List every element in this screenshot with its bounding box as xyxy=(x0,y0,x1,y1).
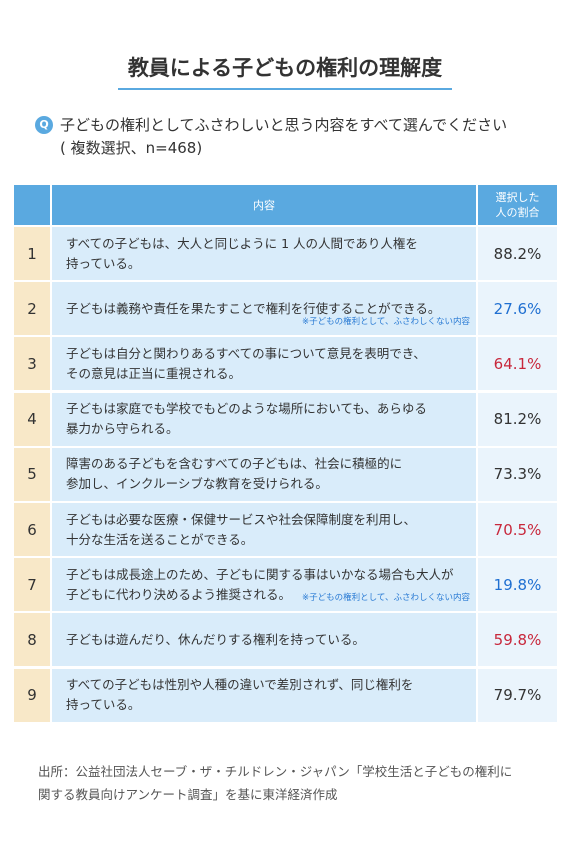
row-text-line: 持っている。 xyxy=(66,255,141,271)
row-number: 4 xyxy=(14,392,50,446)
row-text-line: その意見は正当に重視される。 xyxy=(66,365,242,381)
row-text-line: 子どもに代わり決めるよう推奨される。 xyxy=(66,586,292,602)
row-text-line: 子どもは家庭でも学校でもどのような場所においても、あらゆる xyxy=(66,401,427,417)
row-value: 88.2% xyxy=(478,227,557,280)
row-text: 子どもは遊んだり、休んだりする権利を持っている。 xyxy=(66,630,365,650)
row-text: 子どもは成長途上のため、子どもに関する事はいかなる場合も大人が 子どもに代わり決め… xyxy=(66,565,454,605)
row-text: 子どもは自分と関わりあるすべての事について意見を表明でき、 その意見は正当に重視さ… xyxy=(66,344,426,384)
header-cell xyxy=(14,185,50,225)
row-text: 子どもは家庭でも学校でもどのような場所においても、あらゆる 暴力から守られる。 xyxy=(66,399,427,439)
row-number: 6 xyxy=(14,503,50,556)
row-text: すべての子どもは、大人と同じように 1 人の人間であり人権を 持っている。 xyxy=(66,234,418,274)
row-text: 子どもは義務や責任を果たすことで権利を行使することができる。 xyxy=(66,299,440,319)
row-text: すべての子どもは性別や人種の違いで差別されず、同じ権利を 持っている。 xyxy=(66,675,413,715)
row-value: 81.2% xyxy=(478,392,557,446)
row-content: すべての子どもは、大人と同じように 1 人の人間であり人権を 持っている。 xyxy=(52,227,476,280)
row-text-line: 子どもは必要な医療・保健サービスや社会保障制度を利用し、 xyxy=(66,511,417,527)
row-content: 子どもは義務や責任を果たすことで権利を行使することができる。 ※子どもの権利として… xyxy=(52,282,476,336)
row-content: 障害のある子どもを含むすべての子どもは、社会に積極的に 参加し、インクルーシブな教… xyxy=(52,447,476,501)
source-text: 関する教員向けアンケート調査」を基に東洋経済作成 xyxy=(38,787,338,802)
row-text-line: すべての子どもは、大人と同じように 1 人の人間であり人権を xyxy=(66,235,418,251)
question-text: 子どもの権利としてふさわしいと思う内容をすべて選んでください xyxy=(60,116,508,134)
row-content: 子どもは成長途上のため、子どもに関する事はいかなる場合も大人が 子どもに代わり決め… xyxy=(52,558,476,612)
title-rule xyxy=(118,88,452,90)
row-text-line: 子どもは成長途上のため、子どもに関する事はいかなる場合も大人が xyxy=(66,566,454,582)
row-number: 5 xyxy=(14,447,50,501)
row-number: 1 xyxy=(14,227,50,280)
row-note: ※子どもの権利として、ふさわしくない内容 xyxy=(302,593,470,604)
source-text: 出所：公益社団法人セーブ・ザ・チルドレン・ジャパン「学校生活と子どもの権利に xyxy=(38,764,513,779)
row-value: 19.8% xyxy=(478,558,557,612)
title: 教員による子どもの権利の理解度 xyxy=(127,56,443,80)
row-text-line: 暴力から守られる。 xyxy=(66,421,179,437)
row-number: 8 xyxy=(14,613,50,667)
header-share-line: 選択した xyxy=(495,191,540,204)
row-content: 子どもは家庭でも学校でもどのような場所においても、あらゆる 暴力から守られる。 xyxy=(52,392,476,446)
row-content: すべての子どもは性別や人種の違いで差別されず、同じ権利を 持っている。 xyxy=(52,668,476,722)
row-number: 2 xyxy=(14,282,50,336)
header-share: 選択した 人の割合 xyxy=(478,185,557,225)
row-text-line: 十分な生活を送ることができる。 xyxy=(66,531,254,547)
row-text-line: 子どもは義務や責任を果たすことで権利を行使することができる。 xyxy=(66,300,441,316)
row-content: 子どもは自分と関わりあるすべての事について意見を表明でき、 その意見は正当に重視さ… xyxy=(52,337,476,391)
row-content: 子どもは遊んだり、休んだりする権利を持っている。 xyxy=(52,613,476,667)
row-text: 子どもは必要な医療・保健サービスや社会保障制度を利用し、 十分な生活を送ることがで… xyxy=(66,510,416,550)
question-icon: Q xyxy=(35,116,53,134)
row-text: 障害のある子どもを含むすべての子どもは、社会に積極的に 参加し、インクルーシブな教… xyxy=(66,454,402,494)
row-text-line: 子どもは遊んだり、休んだりする権利を持っている。 xyxy=(66,631,365,647)
row-value: 64.1% xyxy=(478,337,557,391)
header-share-line: 人の割合 xyxy=(495,206,540,219)
row-number: 9 xyxy=(14,668,50,722)
row-text-line: 子どもは自分と関わりあるすべての事について意見を表明でき、 xyxy=(66,345,426,361)
question-text: ( 複数選択、n=468) xyxy=(60,139,203,157)
row-text-line: 持っている。 xyxy=(66,697,141,713)
row-value: 73.3% xyxy=(478,447,557,501)
header-content: 内容 xyxy=(52,185,476,225)
row-text-line: 障害のある子どもを含むすべての子どもは、社会に積極的に xyxy=(66,456,403,472)
row-note: ※子どもの権利として、ふさわしくない内容 xyxy=(302,317,470,328)
row-value: 70.5% xyxy=(478,503,557,556)
row-text-line: すべての子どもは性別や人種の違いで差別されず、同じ権利を xyxy=(66,677,414,693)
row-text-line: 参加し、インクルーシブな教育を受けられる。 xyxy=(66,476,328,492)
row-number: 3 xyxy=(14,337,50,391)
row-value: 59.8% xyxy=(478,613,557,667)
row-value: 27.6% xyxy=(478,282,557,336)
row-value: 79.7% xyxy=(478,668,557,722)
row-content: 子どもは必要な医療・保健サービスや社会保障制度を利用し、 十分な生活を送ることがで… xyxy=(52,503,476,556)
row-number: 7 xyxy=(14,558,50,612)
